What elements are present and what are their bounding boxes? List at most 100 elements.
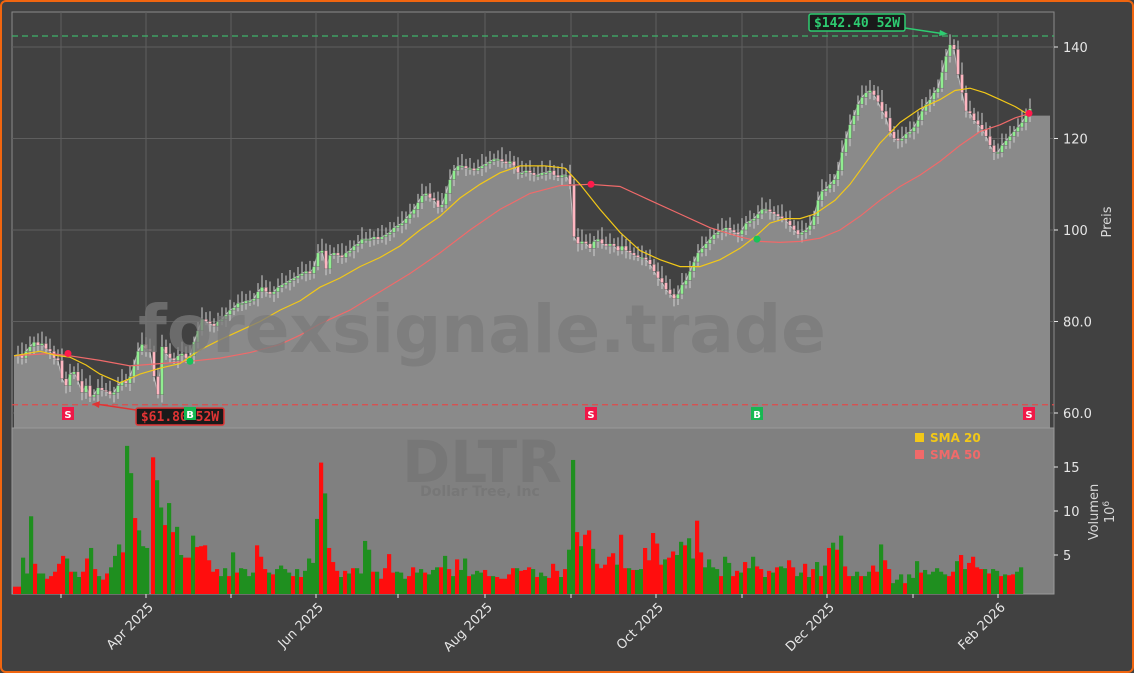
candle-down (604, 243, 608, 247)
x-tick-label: Apr 2025 (104, 600, 157, 653)
candle-up (444, 193, 448, 206)
volume-bar-down (767, 570, 772, 594)
candle-down (528, 170, 532, 174)
x-tick-label: Oct 2025 (614, 600, 667, 653)
volume-bar-up (375, 571, 380, 594)
candle-up (456, 165, 460, 171)
volume-bar-down (871, 565, 876, 594)
candle-up (832, 179, 836, 185)
candle-up (404, 218, 408, 224)
volume-bar-down (719, 576, 724, 594)
volume-bar-up (691, 558, 696, 594)
arrow-head-icon (92, 401, 100, 408)
volume-bar-down (133, 518, 138, 594)
volume-bar-up (899, 574, 904, 594)
volume-bar-up (243, 569, 248, 594)
volume-bar-up (97, 576, 102, 594)
volume-bar-down (439, 567, 444, 594)
candle-up (116, 385, 120, 393)
candle-up (948, 44, 952, 57)
candle-up (216, 321, 220, 327)
candle-down (956, 49, 960, 75)
volume-bar-up (113, 555, 118, 594)
y-tick-label: 80.0 (1063, 316, 1092, 331)
volume-bar-up (65, 558, 70, 594)
volume-bar-down (655, 543, 660, 594)
volume-bar-up (395, 571, 400, 594)
volume-bar-up (815, 562, 820, 594)
candle-up (844, 138, 848, 153)
candle-down (432, 197, 436, 201)
volume-bar-down (17, 586, 22, 594)
candle-up (312, 266, 316, 274)
candle-up (300, 273, 304, 276)
candle-up (140, 344, 144, 352)
volume-bar-down (919, 572, 924, 594)
candle-up (840, 152, 844, 171)
volume-bar-down (85, 558, 90, 594)
candle-down (588, 243, 592, 249)
buy-signal-marker (184, 407, 196, 420)
volume-bar-down (391, 572, 396, 594)
volume-bar-down (211, 571, 216, 594)
candle-up (344, 252, 348, 258)
candle-up (1004, 140, 1008, 146)
candle-down (660, 277, 664, 283)
candle-up (484, 163, 488, 167)
candle-down (892, 131, 896, 139)
volume-bar-up (543, 576, 548, 594)
high-52w-arrow (904, 27, 946, 35)
candle-up (676, 293, 680, 299)
volume-bar-up (939, 571, 944, 594)
volume-bar-down (631, 569, 636, 594)
volume-axis: 5 10 15 Volumen 106 (1054, 461, 1118, 564)
candle-up (764, 209, 768, 212)
volume-bar-up (451, 576, 456, 594)
ticker-watermark-text: DLTR (402, 428, 562, 496)
candle-up (580, 241, 584, 244)
candle-up (40, 343, 44, 346)
volume-bar-down (151, 457, 156, 594)
volume-bar-up (907, 574, 912, 594)
volume-bar-up (367, 549, 372, 594)
volume-bar-up (895, 579, 900, 594)
volume-bar-down (195, 547, 200, 594)
volume-bar-down (507, 574, 512, 594)
volume-bar-up (303, 570, 308, 594)
buy-signal-marker (751, 407, 763, 420)
signal-letter: S (1025, 410, 1032, 421)
volume-bar-down (511, 568, 516, 594)
candle-up (348, 250, 352, 254)
site-watermark-text: forexsignale.trade (138, 291, 826, 368)
candle-down (960, 74, 964, 93)
volume-bars (13, 445, 1024, 594)
volume-bar-up (415, 572, 420, 594)
volume-bar-down (759, 569, 764, 594)
volume-bar-down (859, 576, 864, 594)
volume-bar-down (411, 567, 416, 594)
candle-up (256, 291, 260, 299)
volume-bar-down (671, 551, 676, 594)
volume-bar-up (431, 569, 436, 594)
sell-cross-dot (587, 180, 595, 188)
volume-bar-down (755, 566, 760, 594)
x-tick-label: Feb 2026 (956, 600, 1009, 653)
candle-down (668, 289, 672, 295)
candle-up (32, 341, 36, 347)
candle-up (488, 161, 492, 164)
volume-bar-up (307, 558, 312, 594)
candle-up (384, 234, 388, 238)
volume-bar-up (627, 568, 632, 594)
volume-bar-up (25, 573, 30, 594)
volume-bar-down (903, 583, 908, 594)
candle-down (584, 241, 588, 244)
candle-down (156, 376, 160, 395)
candle-down (212, 323, 216, 327)
candle-down (76, 371, 80, 382)
candle-up (68, 373, 72, 386)
volume-axis-label: Volumen (1087, 484, 1102, 541)
candle-up (112, 392, 116, 395)
candle-up (820, 190, 824, 201)
volume-bar-up (287, 572, 292, 594)
y-tick-label: 140 (1063, 41, 1088, 56)
